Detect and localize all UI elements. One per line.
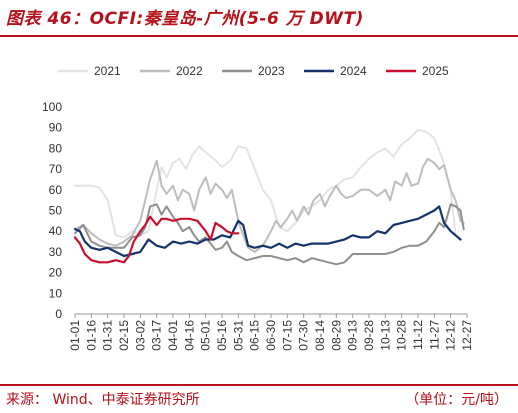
x-tick-label: 03-02 <box>133 320 147 351</box>
x-axis: 01-01 01-16 01-31 02-15 03-02 03-17 04-01 04-16… <box>68 313 474 351</box>
x-tick-label: 10-13 <box>378 320 392 351</box>
series-line-2021 <box>74 128 457 239</box>
x-tick-label: 03-17 <box>150 320 164 351</box>
x-tick-label: 07-15 <box>280 320 294 351</box>
x-tick-label: 05-16 <box>215 320 229 351</box>
x-tick-label: 12-12 <box>444 320 458 351</box>
y-tick-label: 20 <box>49 266 63 280</box>
y-axis: 0 10 20 30 40 50 60 70 80 90 100 <box>42 100 62 321</box>
x-tick-label: 12-27 <box>460 320 474 351</box>
legend-label-2021: 2021 <box>94 64 121 78</box>
y-tick-label: 50 <box>49 204 63 218</box>
x-tick-label: 06-15 <box>248 320 262 351</box>
series-lines <box>73 128 465 266</box>
x-tick-label: 08-29 <box>329 320 343 351</box>
y-tick-label: 70 <box>49 162 63 176</box>
x-tick-label: 01-01 <box>68 320 82 351</box>
x-tick-label: 04-16 <box>182 320 196 351</box>
x-tick-label: 04-01 <box>166 320 180 351</box>
y-tick-label: 80 <box>49 141 63 155</box>
y-tick-label: 10 <box>49 286 63 300</box>
legend: 2021 2022 2023 2024 2025 <box>58 64 449 78</box>
x-tick-label: 10-28 <box>395 320 409 351</box>
y-tick-label: 40 <box>49 224 63 238</box>
x-tick-label: 09-13 <box>346 320 360 351</box>
x-tick-label: 06-30 <box>264 320 278 351</box>
x-tick-label: 05-31 <box>231 320 245 351</box>
y-tick-label: 100 <box>42 100 62 114</box>
legend-label-2023: 2023 <box>258 64 285 78</box>
line-chart: 2021 2022 2023 2024 2025 0 10 20 30 40 50 60 70 80 90… <box>42 64 474 351</box>
x-tick-label: 01-31 <box>101 320 115 351</box>
title-divider <box>0 35 518 37</box>
source-note: 来源： Wind、中泰证券研究所 <box>6 392 200 408</box>
legend-label-2022: 2022 <box>176 64 203 78</box>
legend-label-2025: 2025 <box>422 64 449 78</box>
chart-title: 图表 46：OCFI:秦皇岛-广州(5-6 万 DWT) <box>6 9 364 29</box>
series-line-2025 <box>73 215 240 264</box>
x-tick-label: 09-28 <box>362 320 376 351</box>
unit-note: （单位：元/吨） <box>405 392 508 408</box>
footer-divider <box>0 384 518 386</box>
y-tick-label: 60 <box>49 183 63 197</box>
x-tick-label: 07-30 <box>297 320 311 351</box>
x-tick-label: 11-27 <box>427 320 441 350</box>
y-tick-label: 90 <box>49 121 63 135</box>
x-tick-label: 01-16 <box>84 320 98 351</box>
series-line-2022 <box>74 157 465 253</box>
x-tick-label: 08-14 <box>313 320 327 351</box>
y-tick-label: 30 <box>49 245 63 259</box>
legend-label-2024: 2024 <box>340 64 367 78</box>
series-line-2024 <box>73 205 462 258</box>
x-tick-label: 11-12 <box>411 320 425 350</box>
x-tick-label: 05-01 <box>199 320 213 351</box>
y-tick-label: 0 <box>55 307 62 321</box>
x-tick-label: 02-15 <box>117 320 131 351</box>
